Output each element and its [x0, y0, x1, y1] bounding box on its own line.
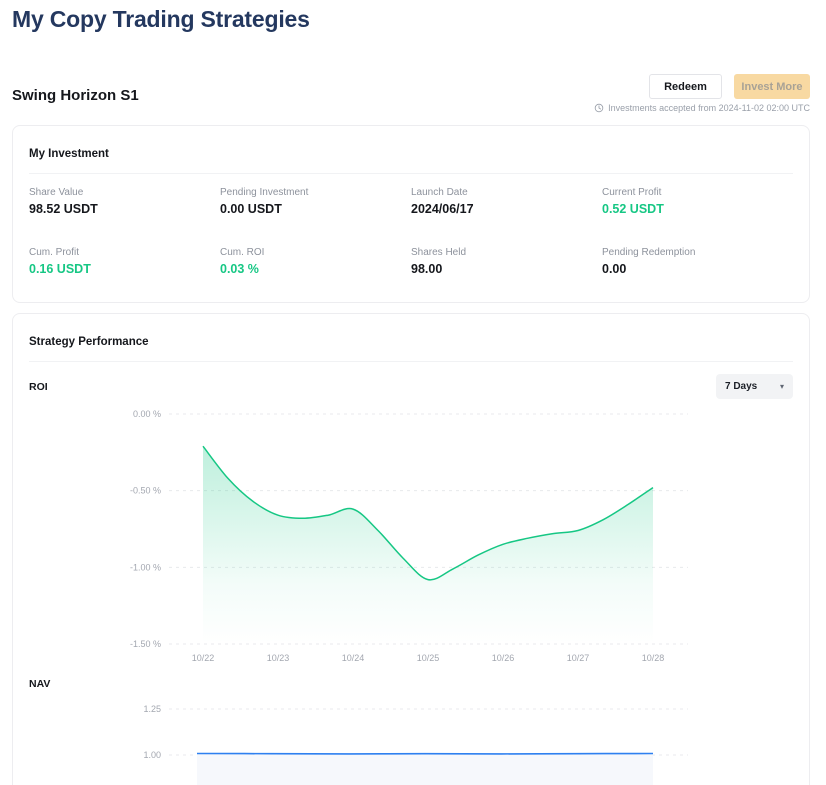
roi-area-fill — [203, 446, 653, 644]
stat-cum-profit: Cum. Profit 0.16 USDT — [29, 246, 220, 277]
divider — [29, 361, 793, 362]
nav-chart[interactable]: 1.25 1.00 — [13, 696, 811, 785]
nav-area-fill — [197, 753, 653, 785]
chevron-down-icon: ▾ — [779, 382, 784, 391]
stat-value: 0.00 USDT — [220, 202, 282, 216]
stat-label: Cum. ROI — [220, 247, 265, 258]
roi-chart-header: ROI 7 Days ▾ — [29, 374, 793, 399]
stat-value: 0.00 — [602, 262, 627, 276]
stat-share-value: Share Value 98.52 USDT — [29, 186, 220, 217]
strategy-name: Swing Horizon S1 — [12, 87, 139, 104]
stat-label: Current Profit — [602, 187, 662, 198]
stat-value: 0.16 USDT — [29, 262, 91, 276]
stat-value: 98.00 — [411, 262, 443, 276]
investment-stats-grid: Share Value 98.52 USDT Pending Investment 0… — [29, 186, 793, 277]
stat-pending-redemption: Pending Redemption 0.00 — [602, 246, 793, 277]
nav-y-tick-label: 1.25 — [143, 704, 161, 714]
my-investment-card: My Investment Share Value 98.52 USDT Pendi… — [12, 125, 810, 303]
stat-value: 0.03 % — [220, 262, 259, 276]
clock-icon — [594, 103, 604, 113]
my-investment-title: My Investment — [29, 148, 109, 160]
time-range-dropdown[interactable]: 7 Days ▾ — [716, 374, 793, 399]
stat-label: Pending Redemption — [602, 247, 696, 258]
roi-x-tick-label: 10/22 — [192, 653, 215, 663]
time-range-value: 7 Days — [725, 381, 758, 392]
roi-y-tick-label: -0.50 % — [130, 486, 161, 496]
stat-label: Cum. Profit — [29, 247, 80, 258]
roi-x-tick-label: 10/23 — [267, 653, 290, 663]
stat-label: Share Value — [29, 187, 84, 198]
page-title: My Copy Trading Strategies — [12, 6, 310, 32]
stat-value: 0.52 USDT — [602, 202, 664, 216]
stat-label: Shares Held — [411, 247, 467, 258]
roi-chart-label: ROI — [29, 380, 48, 393]
investment-notice: Investments accepted from 2024-11-02 02:… — [594, 103, 810, 113]
roi-line — [202, 445, 654, 581]
stat-launch-date: Launch Date 2024/06/17 — [411, 186, 602, 217]
investment-notice-text: Investments accepted from 2024-11-02 02:… — [608, 103, 810, 113]
nav-chart-label: NAV — [29, 678, 51, 690]
roi-y-tick-label: -1.00 % — [130, 562, 161, 572]
roi-x-tick-label: 10/24 — [342, 653, 365, 663]
roi-chart[interactable]: 0.00 % -0.50 % -1.00 % -1.50 % 10/22 10/23 10/… — [13, 403, 811, 673]
divider — [29, 173, 793, 174]
stat-cum-roi: Cum. ROI 0.03 % — [220, 246, 411, 277]
strategy-performance-title: Strategy Performance — [29, 336, 149, 348]
roi-x-tick-label: 10/28 — [642, 653, 665, 663]
roi-x-tick-label: 10/26 — [492, 653, 515, 663]
strategy-actions: Redeem Invest More — [649, 74, 810, 99]
stat-current-profit: Current Profit 0.52 USDT — [602, 186, 793, 217]
stat-label: Pending Investment — [220, 187, 309, 198]
roi-x-tick-label: 10/25 — [417, 653, 440, 663]
roi-x-tick-label: 10/27 — [567, 653, 590, 663]
strategy-performance-card: Strategy Performance ROI 7 Days ▾ 0.00 %… — [12, 313, 810, 785]
stat-value: 2024/06/17 — [411, 202, 474, 216]
roi-y-tick-label: -1.50 % — [130, 639, 161, 649]
stat-pending-investment: Pending Investment 0.00 USDT — [220, 186, 411, 217]
stat-value: 98.52 USDT — [29, 202, 98, 216]
redeem-button[interactable]: Redeem — [649, 74, 722, 99]
roi-y-tick-label: 0.00 % — [133, 409, 161, 419]
invest-more-button[interactable]: Invest More — [734, 74, 810, 99]
nav-y-tick-label: 1.00 — [143, 750, 161, 760]
stat-label: Launch Date — [411, 187, 468, 198]
stat-shares-held: Shares Held 98.00 — [411, 246, 602, 277]
